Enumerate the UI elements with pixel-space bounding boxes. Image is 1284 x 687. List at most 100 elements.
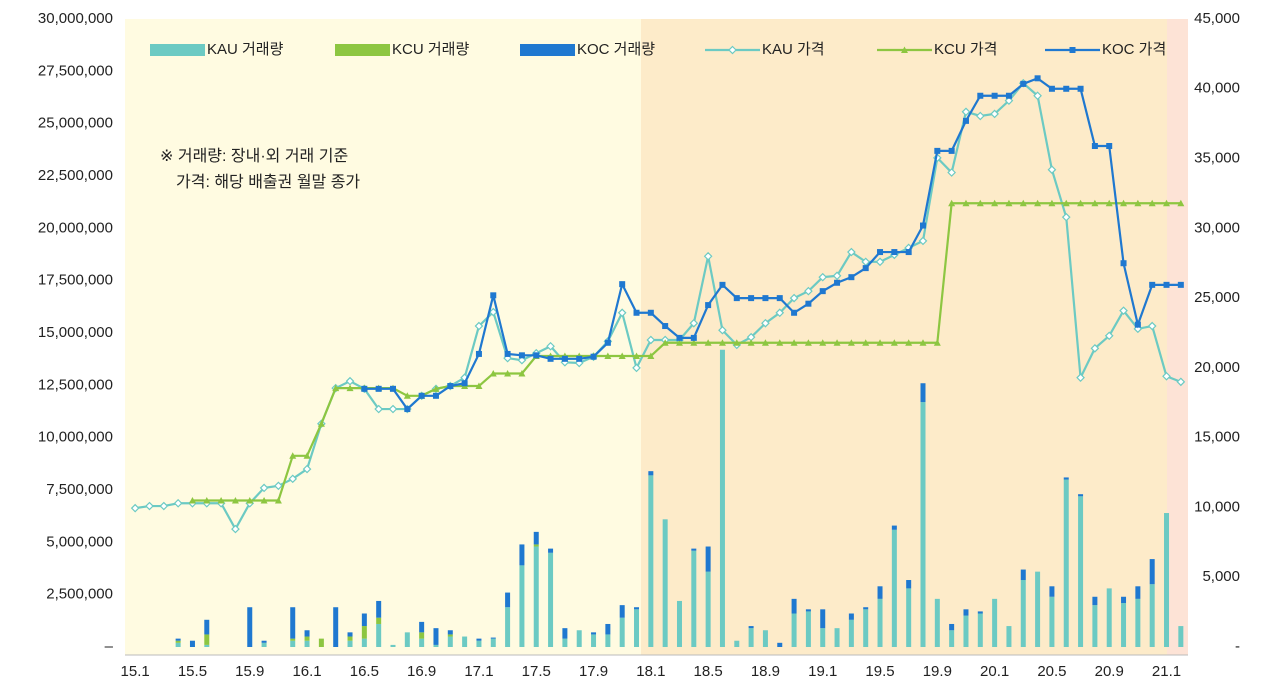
bar [977, 611, 983, 614]
bar [505, 592, 511, 608]
marker [690, 339, 698, 346]
marker [259, 483, 269, 493]
marker [1147, 321, 1157, 331]
marker [604, 339, 611, 346]
marker [976, 199, 984, 207]
bar [447, 630, 453, 635]
marker [832, 271, 842, 281]
marker [388, 404, 398, 414]
marker [317, 420, 325, 427]
marker [1149, 281, 1156, 288]
bar [863, 609, 869, 647]
marker [1077, 85, 1084, 92]
bar [175, 640, 181, 643]
x-tick-label: 17.1 [464, 663, 493, 680]
bar [490, 637, 496, 639]
annotation: 가격: 해당 배출권 월말 종가 [176, 173, 360, 191]
marker [1048, 85, 1055, 92]
bar [820, 628, 826, 647]
x-tick-label: 19.9 [923, 663, 952, 680]
marker [159, 501, 169, 511]
bar [1063, 477, 1069, 480]
marker [1063, 85, 1070, 92]
bar [605, 623, 611, 635]
y2-tick-label: 20,000 [1194, 359, 1240, 376]
x-tick-label: 19.1 [808, 663, 837, 680]
marker [145, 501, 154, 511]
bar [762, 630, 768, 647]
bar [1149, 559, 1155, 585]
bar [390, 644, 396, 647]
bar [920, 383, 926, 403]
bar [1006, 626, 1012, 647]
bar [576, 630, 582, 647]
marker [905, 339, 913, 346]
bar [834, 628, 840, 647]
bar [705, 571, 711, 647]
bar [848, 619, 854, 647]
y2-tick-label: 35,000 [1194, 150, 1240, 167]
legend-marker [1069, 47, 1076, 53]
bar [533, 544, 539, 547]
bar [204, 644, 210, 647]
marker [489, 369, 497, 377]
bar [476, 640, 482, 647]
marker [203, 496, 211, 504]
bar [476, 638, 482, 641]
bar [333, 607, 339, 647]
x-tick-label: 18.5 [694, 663, 723, 680]
bar [304, 630, 310, 637]
bar [419, 638, 425, 647]
bar [290, 638, 296, 641]
bar [1164, 513, 1170, 647]
marker [934, 147, 941, 154]
bar [1092, 596, 1098, 606]
marker [933, 339, 941, 346]
bar [204, 619, 210, 635]
bar [734, 640, 740, 647]
marker [1134, 321, 1141, 328]
bar [691, 548, 697, 551]
bar [848, 613, 854, 620]
marker [891, 249, 898, 256]
y-tick-label: 7,500,000 [46, 481, 113, 498]
bar [419, 621, 425, 633]
bar [490, 638, 496, 647]
x-tick-label: 19.5 [865, 663, 894, 680]
marker [618, 352, 626, 360]
bar [949, 623, 955, 631]
marker [875, 257, 885, 267]
bar [777, 642, 783, 647]
y2-tick-label: 45,000 [1194, 10, 1240, 27]
marker [302, 464, 312, 474]
marker [518, 369, 526, 377]
marker [947, 168, 956, 177]
legend-label: KCU 거래량 [392, 41, 469, 58]
y-tick-label: 2,500,000 [46, 586, 113, 603]
marker [747, 339, 755, 346]
legend-swatch [150, 44, 205, 56]
marker [918, 236, 928, 246]
bar [347, 632, 353, 637]
legend-marker [901, 46, 908, 53]
marker [1162, 371, 1171, 381]
marker [1148, 199, 1156, 207]
bar [1020, 569, 1026, 581]
marker [1076, 373, 1085, 383]
marker [948, 147, 955, 154]
bar [1020, 580, 1026, 647]
marker [862, 339, 870, 346]
bar [361, 626, 367, 639]
annotation: ※ 거래량: 장내·외 거래 기준 [160, 147, 348, 165]
marker [547, 355, 554, 362]
bar [175, 638, 181, 641]
bar [648, 475, 654, 647]
y-tick-label: 27,500,000 [38, 62, 113, 79]
bar [977, 613, 983, 647]
marker [574, 358, 584, 368]
bar [361, 613, 367, 627]
bar [891, 525, 897, 530]
bar [1121, 596, 1127, 604]
marker [217, 496, 225, 504]
x-tick-label: 17.9 [579, 663, 608, 680]
